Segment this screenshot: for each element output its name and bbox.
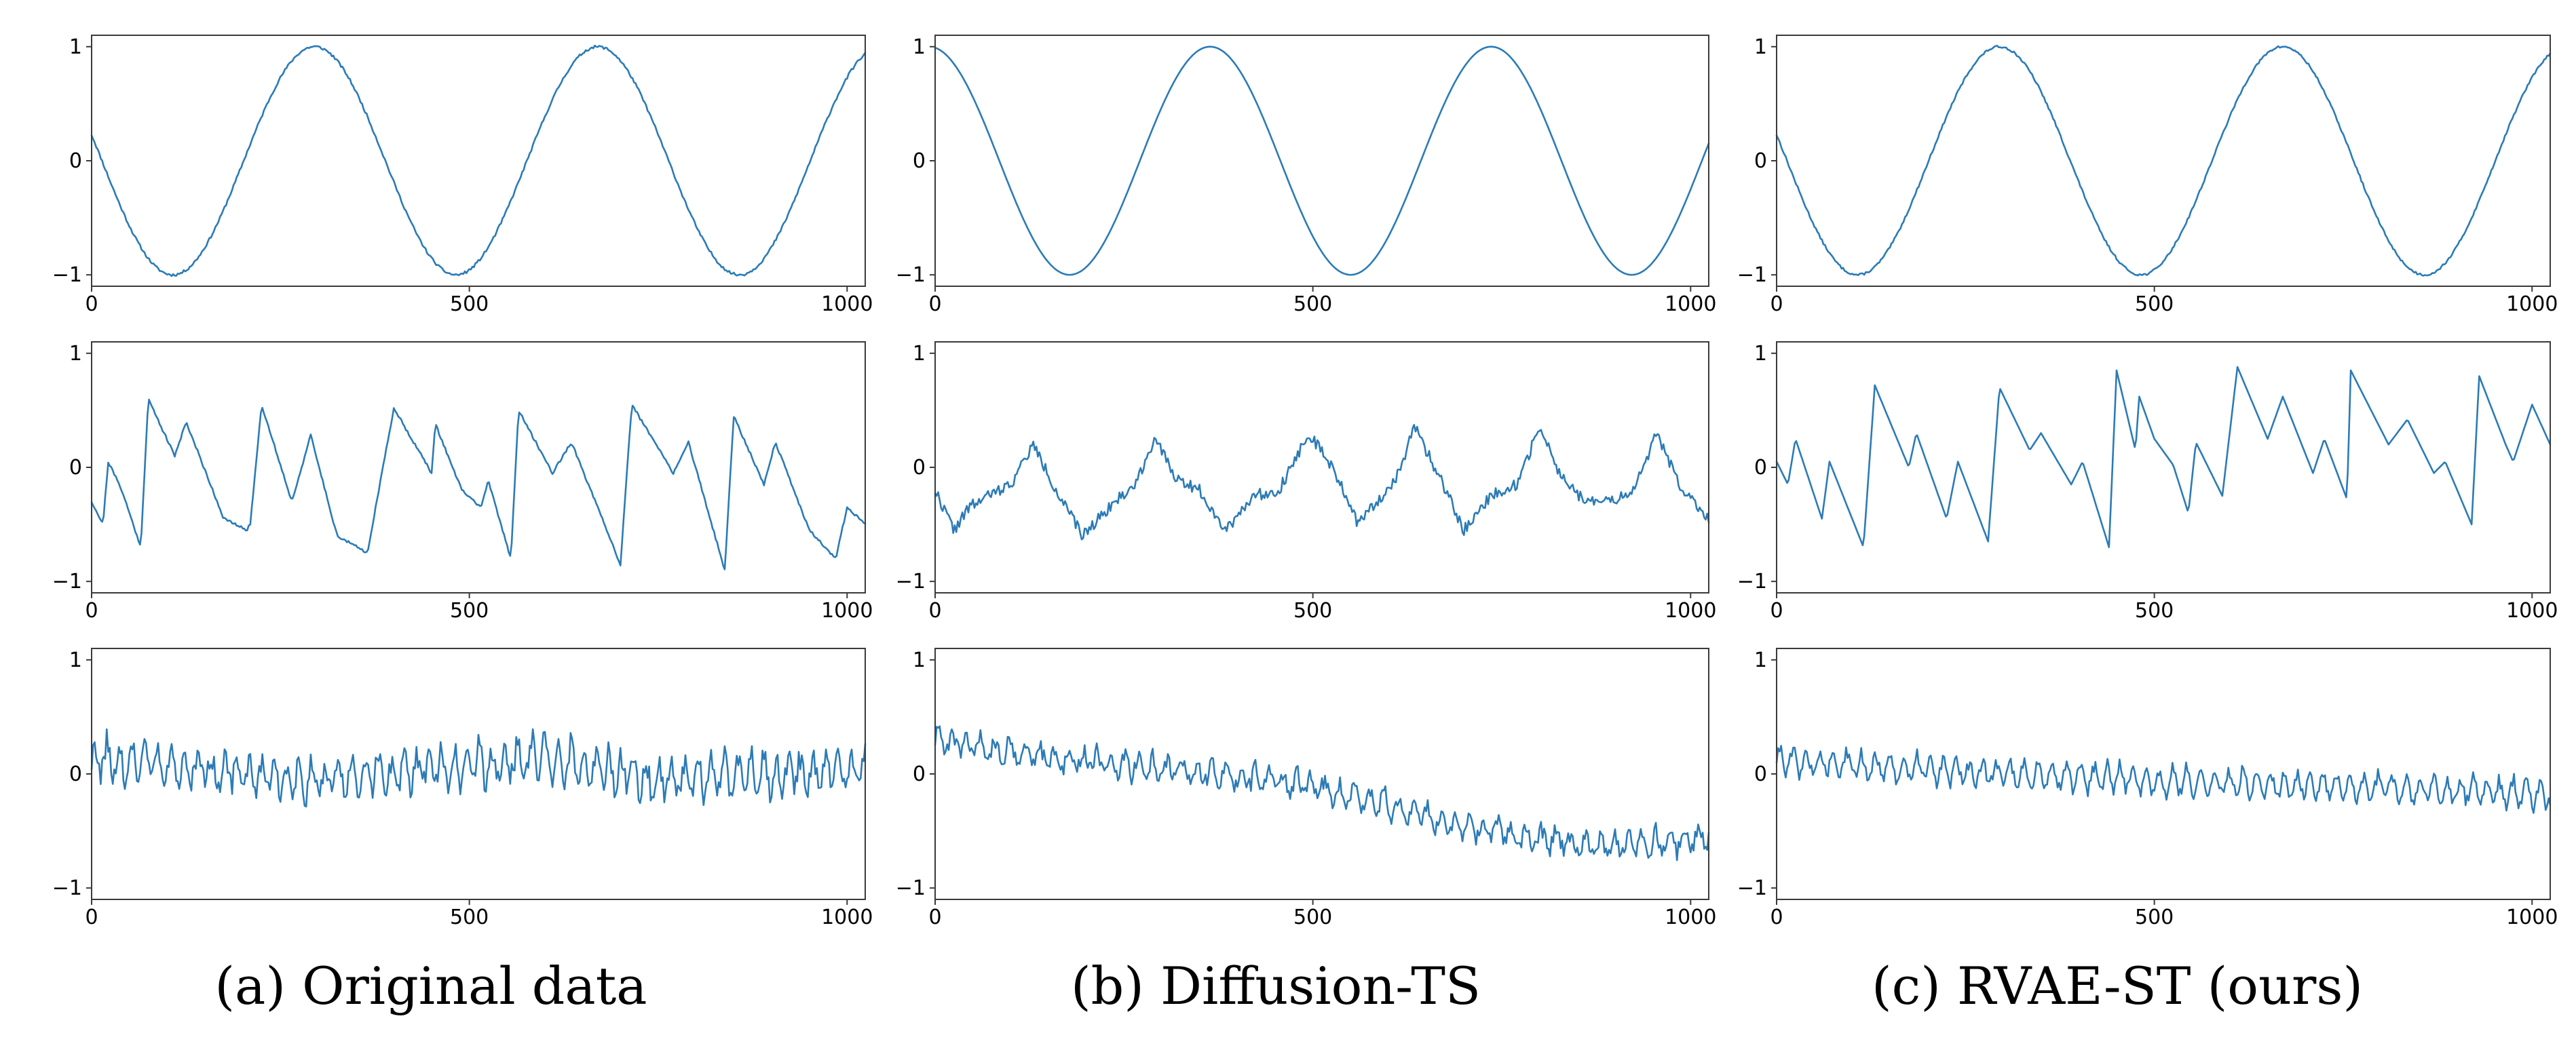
x-tick-label: 1000: [1665, 599, 1716, 623]
x-tick-label: 1000: [821, 906, 873, 929]
y-tick-label: −1: [1737, 263, 1767, 287]
y-tick-label: −1: [52, 263, 82, 287]
axes-frame: [934, 341, 1709, 594]
subplot-6: 0 500 1000−101: [52, 648, 873, 929]
axes-frame: [934, 35, 1709, 287]
y-tick-label: 0: [69, 149, 82, 173]
series-line: [934, 725, 1710, 861]
y-tick-label: 1: [69, 35, 82, 59]
y-tick-label: 0: [913, 149, 926, 173]
caption-a: (a) Original data: [214, 956, 647, 1016]
x-tick-label: 500: [1293, 292, 1332, 316]
axes-frame: [1776, 341, 2551, 594]
subplot-3: 0 500 1000−101: [52, 341, 873, 623]
x-tick-label: 1000: [821, 599, 873, 623]
x-tick-label: 0: [1770, 906, 1783, 929]
y-tick-label: 1: [69, 648, 82, 672]
y-tick-label: 0: [1754, 762, 1767, 786]
axes-frame: [1776, 35, 2551, 287]
x-tick-label: 500: [1293, 906, 1332, 929]
y-tick-label: −1: [1737, 876, 1767, 900]
y-tick-label: 1: [913, 35, 926, 59]
x-tick-label: 500: [2135, 292, 2174, 316]
subplot-8: 0 500 1000−101: [1737, 648, 2558, 929]
axes-frame: [91, 35, 866, 287]
series-line: [1775, 366, 2552, 548]
y-tick-label: 1: [1754, 342, 1767, 366]
y-tick-label: 0: [913, 456, 926, 480]
series-line: [90, 44, 867, 277]
subplot-2: 0 500 1000−101: [1737, 35, 2558, 316]
y-tick-label: −1: [52, 570, 82, 594]
y-tick-label: 0: [1754, 456, 1767, 480]
x-tick-label: 500: [2135, 906, 2174, 929]
series-line: [1775, 45, 2552, 277]
y-tick-label: 1: [913, 342, 926, 366]
x-tick-label: 0: [928, 906, 941, 929]
x-tick-label: 500: [450, 906, 489, 929]
x-tick-label: 500: [450, 292, 489, 316]
y-tick-label: 1: [1754, 35, 1767, 59]
x-tick-label: 0: [928, 599, 941, 623]
subplot-0: 0 500 1000−101: [52, 35, 873, 316]
x-tick-label: 0: [1770, 292, 1783, 316]
x-tick-label: 1000: [1665, 906, 1716, 929]
y-tick-label: −1: [896, 570, 926, 594]
x-tick-label: 1000: [821, 292, 873, 316]
y-tick-label: 0: [69, 762, 82, 786]
y-tick-label: 1: [913, 648, 926, 672]
x-tick-label: 0: [85, 599, 98, 623]
y-tick-label: −1: [1737, 570, 1767, 594]
subplot-5: 0 500 1000−101: [1737, 341, 2558, 623]
subplot-4: 0 500 1000−101: [896, 341, 1716, 623]
subplot-1: 0 500 1000−101: [896, 35, 1716, 316]
x-tick-label: 1000: [2506, 906, 2558, 929]
y-tick-label: 0: [913, 762, 926, 786]
caption-b: (b) Diffusion-TS: [1071, 956, 1481, 1016]
y-tick-label: 0: [69, 456, 82, 480]
series-line: [1775, 745, 2552, 814]
caption-c: (c) RVAE-ST (ours): [1872, 956, 2363, 1016]
axes-frame: [934, 648, 1709, 900]
x-tick-label: 500: [450, 599, 489, 623]
y-tick-label: −1: [52, 876, 82, 900]
x-tick-label: 0: [85, 906, 98, 929]
x-tick-label: 0: [85, 292, 98, 316]
series-line: [90, 398, 867, 570]
series-line: [934, 45, 1710, 276]
x-tick-label: 500: [1293, 599, 1332, 623]
x-tick-label: 1000: [2506, 292, 2558, 316]
axes-frame: [91, 341, 866, 594]
y-tick-label: 1: [69, 342, 82, 366]
y-tick-label: −1: [896, 263, 926, 287]
x-tick-label: 1000: [1665, 292, 1716, 316]
x-tick-label: 0: [1770, 599, 1783, 623]
y-tick-label: 0: [1754, 149, 1767, 173]
x-tick-label: 1000: [2506, 599, 2558, 623]
x-tick-label: 500: [2135, 599, 2174, 623]
series-line: [934, 424, 1710, 541]
y-tick-label: −1: [896, 876, 926, 900]
subplot-7: 0 500 1000−101: [896, 648, 1716, 929]
series-line: [90, 728, 867, 808]
y-tick-label: 1: [1754, 648, 1767, 672]
x-tick-label: 0: [928, 292, 941, 316]
